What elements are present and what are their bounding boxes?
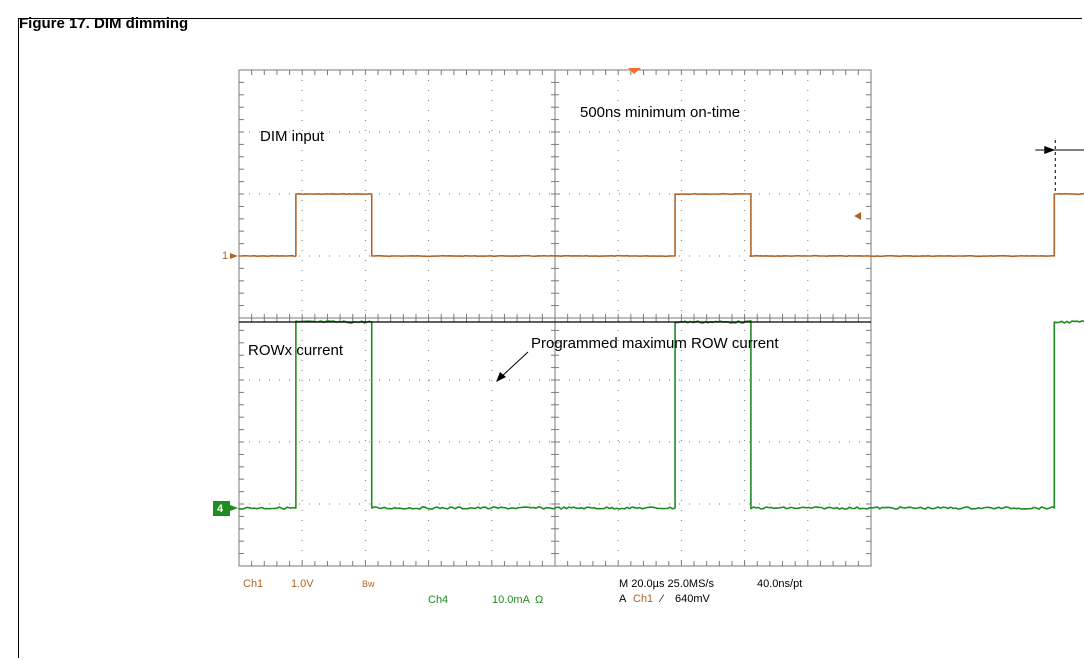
- readout-trigger-slope: ⁄: [658, 593, 665, 605]
- traces: [238, 192, 1084, 510]
- ch1-dim-input-trace: [239, 192, 1084, 258]
- readout-ch1-name: Ch1: [243, 578, 263, 590]
- ch4-marker-label: 4: [217, 503, 224, 515]
- ch1-marker-arrow: [230, 253, 238, 259]
- scope-readout: Ch1 1.0V Bw Ch4 10.0mA Ω M 20.0µs 25.0MS…: [243, 578, 802, 606]
- readout-bw: Bw: [362, 579, 375, 589]
- trigger-position-marker: [628, 68, 641, 74]
- scope-grid: [238, 69, 872, 567]
- readout-trigger-level: 640mV: [675, 593, 711, 605]
- readout-trigger-prefix: A: [619, 593, 627, 605]
- readout-per-point: 40.0ns/pt: [757, 578, 802, 590]
- readout-trigger-source: Ch1: [633, 593, 653, 605]
- annotations: [496, 140, 1084, 382]
- readout-ch1-scale: 1.0V: [291, 578, 314, 590]
- readout-ch4-name: Ch4: [428, 594, 448, 606]
- label-rowx-current: ROWx current: [248, 342, 344, 359]
- ch1-marker-label: 1: [222, 250, 228, 262]
- ch4-marker: 4: [213, 501, 238, 516]
- readout-ch4-coupling: Ω: [535, 594, 543, 606]
- ch1-marker: 1: [222, 250, 238, 262]
- label-dim-input: DIM input: [260, 128, 325, 145]
- label-programmed-max: Programmed maximum ROW current: [531, 335, 779, 352]
- ch4-rowx-current-trace: [238, 320, 1084, 510]
- readout-ch4-scale: 10.0mA: [492, 594, 531, 606]
- figure-title: Figure 17. DIM dimming: [19, 15, 189, 32]
- readout-timebase: M 20.0µs 25.0MS/s: [619, 578, 714, 590]
- label-min-on-time: 500ns minimum on-time: [580, 104, 740, 121]
- trigger-level-marker: [854, 212, 861, 220]
- on-time-arrow-left: [1044, 146, 1056, 154]
- max-current-pointer-line: [499, 351, 529, 379]
- ch4-marker-arrow: [230, 505, 238, 511]
- ch4-marker-box: [213, 501, 230, 516]
- figure-frame: Figure 17. DIM dimming: [18, 15, 1082, 658]
- max-current-pointer-arrow: [496, 372, 506, 382]
